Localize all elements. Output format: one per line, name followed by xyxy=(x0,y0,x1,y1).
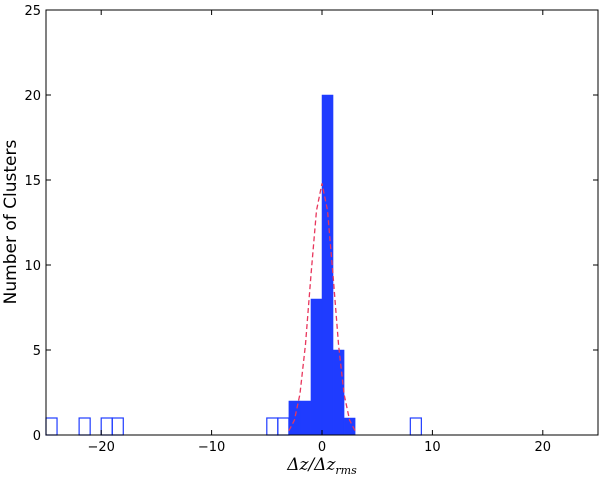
x-axis-label-main: Δz/Δz xyxy=(286,455,336,475)
x-tick-label: 10 xyxy=(424,440,441,455)
y-tick-label: 10 xyxy=(24,259,41,274)
bar xyxy=(409,417,422,436)
y-tick-label: 0 xyxy=(33,429,41,444)
x-axis-label-sub: rms xyxy=(335,464,357,477)
x-tick-label: −20 xyxy=(87,440,114,455)
bar xyxy=(45,417,58,436)
bar xyxy=(310,298,323,436)
x-tick-label: 20 xyxy=(535,440,552,455)
x-axis-label: Δz/Δzrms xyxy=(286,455,357,477)
x-tick-label: 0 xyxy=(318,440,326,455)
bar xyxy=(321,94,334,436)
x-tick-label: −10 xyxy=(198,440,225,455)
bar xyxy=(299,400,312,436)
bar xyxy=(100,417,113,436)
bar xyxy=(288,400,301,436)
bar xyxy=(277,417,290,436)
y-tick-label: 15 xyxy=(24,174,41,189)
y-axis-label: Number of Clusters xyxy=(1,140,21,305)
y-tick-label: 25 xyxy=(24,4,41,19)
bar xyxy=(332,349,345,436)
y-tick-label: 5 xyxy=(33,344,41,359)
y-tick-label: 20 xyxy=(24,89,41,104)
fit-curve xyxy=(288,183,356,432)
bar xyxy=(78,417,91,436)
bar xyxy=(111,417,124,436)
bar xyxy=(266,417,279,436)
